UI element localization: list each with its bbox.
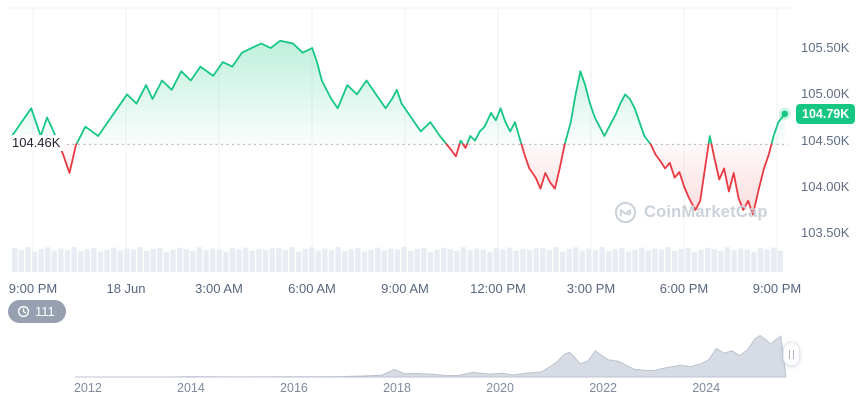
x-axis-label: 18 Jun — [106, 281, 146, 296]
current-price-badge: 104.79K — [796, 103, 856, 124]
baseline-price-label: 104.46K — [12, 135, 65, 152]
x-axis-label: 9:00 AM — [381, 281, 429, 296]
history-count: 111 — [35, 304, 55, 319]
timeline-minichart[interactable] — [0, 330, 860, 378]
x-axis-label: 3:00 PM — [566, 281, 616, 296]
history-count-badge[interactable]: 111 — [8, 300, 66, 323]
coinmarketcap-watermark: CoinMarketCap — [614, 201, 768, 224]
price-chart-canvas[interactable] — [0, 0, 860, 275]
x-axis: 9:00 PM 18 Jun 3:00 AM 6:00 AM 9:00 AM 12:00 … — [0, 281, 860, 297]
timeline-year-label: 2012 — [73, 381, 102, 395]
timeline-year-label: 2024 — [692, 381, 721, 395]
timeline-year-label: 2020 — [486, 381, 514, 395]
timeline-year-label: 2014 — [177, 381, 205, 395]
history-clock-icon — [17, 305, 30, 318]
timeline-year-label: 2018 — [383, 381, 411, 395]
timeline-year-label: 2022 — [589, 381, 617, 395]
timeline-year-label: 2016 — [280, 381, 308, 395]
x-axis-label: 6:00 PM — [659, 281, 709, 296]
x-axis-label: 9:00 PM — [8, 281, 58, 296]
x-axis-label: 12:00 PM — [470, 281, 526, 296]
timeline-axis: 2012 2014 2016 2018 2020 2022 2024 — [0, 381, 860, 397]
coinmarketcap-logo-icon — [614, 201, 637, 224]
x-axis-label: 3:00 AM — [195, 281, 243, 296]
x-axis-label: 6:00 AM — [288, 281, 336, 296]
x-axis-label: 9:00 PM — [752, 281, 802, 296]
range-handle[interactable] — [783, 342, 800, 366]
watermark-text: CoinMarketCap — [644, 203, 768, 221]
